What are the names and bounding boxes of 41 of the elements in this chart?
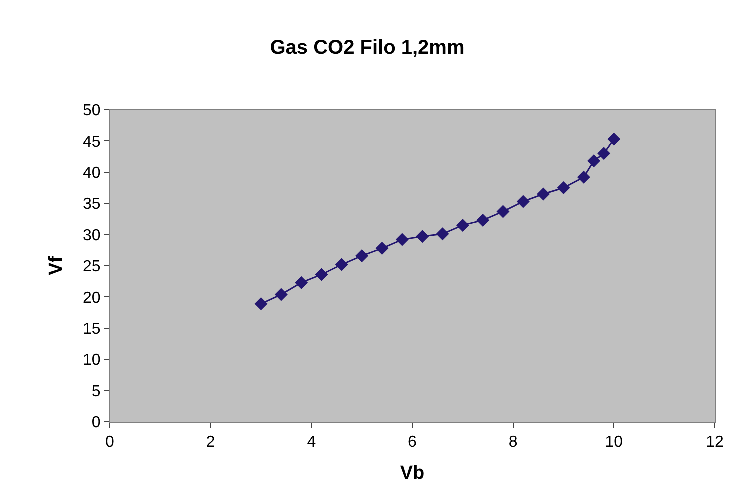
y-tick-label: 15	[83, 321, 101, 338]
point	[598, 147, 611, 160]
y-axis-title: Vf	[46, 256, 67, 276]
y-tick-label: 0	[92, 414, 101, 432]
point	[537, 188, 550, 201]
point	[476, 214, 490, 227]
y-tick-label: 50	[83, 102, 101, 120]
point	[356, 250, 369, 263]
point	[588, 154, 600, 168]
y-tick-label: 25	[83, 258, 101, 276]
point	[416, 230, 430, 244]
y-tick-label: 45	[83, 134, 101, 151]
point	[456, 218, 470, 232]
x-tick-label: 12	[706, 434, 724, 452]
x-axis-title: Vb	[400, 463, 425, 484]
point	[254, 298, 268, 311]
x-tick-label: 4	[307, 434, 316, 452]
point	[436, 228, 450, 241]
x-tick-label: 2	[206, 434, 216, 452]
x-tick-label: 10	[605, 434, 624, 452]
point	[396, 233, 409, 246]
point	[315, 268, 328, 282]
y-tick-label: 35	[83, 196, 101, 214]
x-tick-label: 8	[508, 434, 518, 452]
y-tick-label: 10	[83, 352, 101, 370]
y-tick-label: 5	[92, 383, 101, 400]
point	[295, 276, 308, 290]
point	[608, 132, 621, 146]
y-tick-label: 20	[83, 290, 101, 307]
chart-title: Gas CO2 Filo 1,2mm	[270, 37, 465, 60]
point	[557, 182, 570, 194]
y-tick-label: 40	[83, 165, 101, 182]
point	[496, 205, 510, 218]
x-tick-label: 0	[106, 434, 115, 452]
point	[376, 242, 389, 256]
y-tick-label: 30	[83, 227, 101, 244]
point	[274, 288, 288, 302]
point	[516, 195, 530, 208]
x-tick-label: 6	[408, 434, 418, 452]
point	[335, 258, 348, 272]
point	[577, 170, 590, 184]
